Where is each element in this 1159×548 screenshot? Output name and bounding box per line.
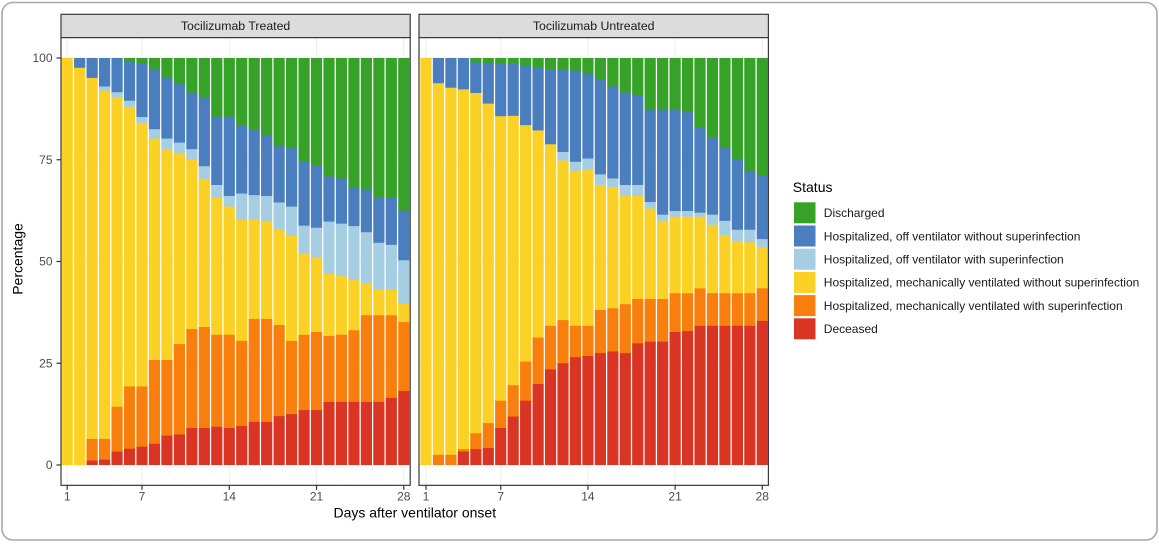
svg-text:25: 25 xyxy=(39,356,53,370)
svg-text:Hospitalized, mechanically ven: Hospitalized, mechanically ventilated wi… xyxy=(824,299,1123,313)
svg-text:Discharged: Discharged xyxy=(824,206,885,220)
svg-text:Days after ventilator onset: Days after ventilator onset xyxy=(333,505,496,521)
svg-text:50: 50 xyxy=(39,255,53,269)
svg-text:7: 7 xyxy=(497,490,504,504)
svg-text:14: 14 xyxy=(223,490,237,504)
svg-text:Status: Status xyxy=(793,179,833,195)
svg-text:Tocilizumab Untreated: Tocilizumab Untreated xyxy=(533,19,655,33)
svg-text:Deceased: Deceased xyxy=(824,322,878,336)
svg-text:21: 21 xyxy=(668,490,682,504)
svg-text:14: 14 xyxy=(581,490,595,504)
svg-text:Hospitalized, off ventilator w: Hospitalized, off ventilator with superi… xyxy=(824,253,1064,267)
svg-text:100: 100 xyxy=(32,51,52,65)
svg-text:28: 28 xyxy=(756,490,770,504)
svg-text:28: 28 xyxy=(397,490,411,504)
svg-text:1: 1 xyxy=(423,490,430,504)
svg-text:Hospitalized, mechanically ven: Hospitalized, mechanically ventilated wi… xyxy=(824,276,1140,290)
svg-text:Tocilizumab Treated: Tocilizumab Treated xyxy=(181,19,291,33)
svg-text:Percentage: Percentage xyxy=(10,223,26,295)
svg-text:21: 21 xyxy=(310,490,324,504)
svg-text:7: 7 xyxy=(139,490,146,504)
svg-text:1: 1 xyxy=(64,490,71,504)
svg-text:Hospitalized, off ventilator w: Hospitalized, off ventilator without sup… xyxy=(824,229,1081,243)
svg-text:0: 0 xyxy=(46,458,53,472)
svg-text:75: 75 xyxy=(39,153,53,167)
